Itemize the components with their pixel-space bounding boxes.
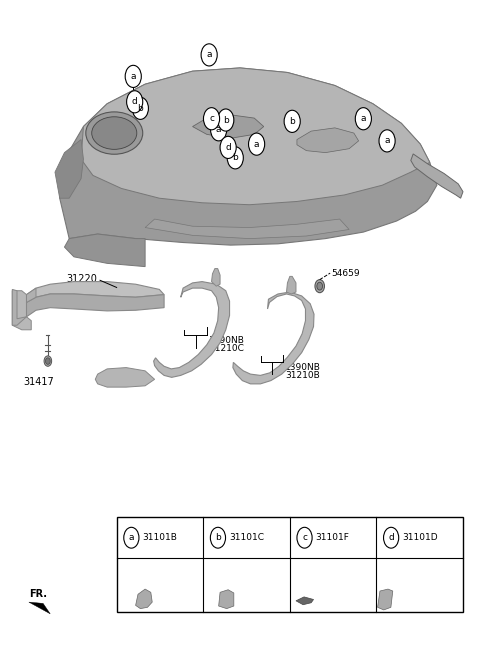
Circle shape	[379, 130, 395, 152]
Polygon shape	[411, 154, 463, 198]
Text: a: a	[216, 125, 221, 134]
Polygon shape	[96, 367, 155, 387]
Text: a: a	[129, 533, 134, 542]
Text: b: b	[215, 533, 221, 542]
Polygon shape	[154, 282, 229, 377]
Polygon shape	[136, 589, 152, 608]
Polygon shape	[219, 590, 234, 608]
Circle shape	[315, 280, 324, 292]
Text: 1390NB: 1390NB	[285, 363, 321, 372]
Polygon shape	[192, 115, 264, 138]
Circle shape	[124, 528, 139, 548]
Polygon shape	[296, 597, 313, 604]
Polygon shape	[12, 288, 36, 325]
Circle shape	[297, 528, 312, 548]
Polygon shape	[26, 294, 164, 317]
Circle shape	[204, 108, 219, 130]
Circle shape	[220, 136, 236, 158]
Text: a: a	[360, 114, 366, 124]
Ellipse shape	[92, 117, 137, 149]
Text: a: a	[206, 51, 212, 59]
Polygon shape	[145, 219, 349, 238]
Bar	[117, 518, 463, 612]
Text: d: d	[388, 533, 394, 542]
Circle shape	[355, 108, 372, 130]
Ellipse shape	[86, 112, 143, 154]
Text: 1390NB: 1390NB	[209, 336, 245, 345]
Text: 54659: 54659	[331, 269, 360, 278]
Text: c: c	[209, 114, 214, 124]
Circle shape	[44, 356, 52, 367]
Circle shape	[284, 110, 300, 133]
Circle shape	[384, 528, 399, 548]
Polygon shape	[26, 282, 164, 302]
Polygon shape	[55, 139, 84, 198]
Text: 31101B: 31101B	[142, 533, 177, 542]
Text: FR.: FR.	[29, 589, 47, 599]
Text: 31101F: 31101F	[315, 533, 349, 542]
Text: b: b	[137, 104, 143, 113]
Text: d: d	[225, 143, 231, 152]
Polygon shape	[12, 290, 31, 330]
Circle shape	[211, 119, 227, 141]
Text: 31101D: 31101D	[402, 533, 438, 542]
Circle shape	[46, 358, 50, 365]
Polygon shape	[29, 602, 50, 614]
Circle shape	[127, 91, 143, 113]
Circle shape	[210, 528, 226, 548]
Ellipse shape	[215, 121, 228, 133]
Text: a: a	[254, 140, 259, 148]
Text: a: a	[131, 72, 136, 81]
Text: d: d	[132, 97, 138, 106]
Circle shape	[201, 44, 217, 66]
Text: 31210B: 31210B	[285, 371, 320, 380]
Polygon shape	[60, 68, 437, 245]
Polygon shape	[64, 234, 145, 267]
Text: b: b	[223, 116, 228, 125]
Circle shape	[227, 147, 243, 169]
Text: b: b	[232, 153, 238, 162]
Circle shape	[125, 65, 141, 87]
Text: 31220: 31220	[67, 274, 97, 284]
Polygon shape	[81, 68, 430, 205]
Text: a: a	[384, 137, 390, 145]
Circle shape	[317, 283, 323, 290]
Circle shape	[218, 109, 234, 131]
Polygon shape	[287, 277, 296, 294]
Text: 31417: 31417	[23, 377, 54, 388]
Polygon shape	[233, 292, 314, 384]
Text: 31210C: 31210C	[209, 344, 244, 353]
Circle shape	[132, 97, 148, 120]
Text: b: b	[289, 117, 295, 126]
Circle shape	[249, 133, 264, 155]
Text: 31101C: 31101C	[229, 533, 264, 542]
Polygon shape	[212, 269, 220, 286]
Polygon shape	[378, 589, 393, 610]
Text: c: c	[302, 533, 307, 542]
Polygon shape	[297, 128, 359, 152]
